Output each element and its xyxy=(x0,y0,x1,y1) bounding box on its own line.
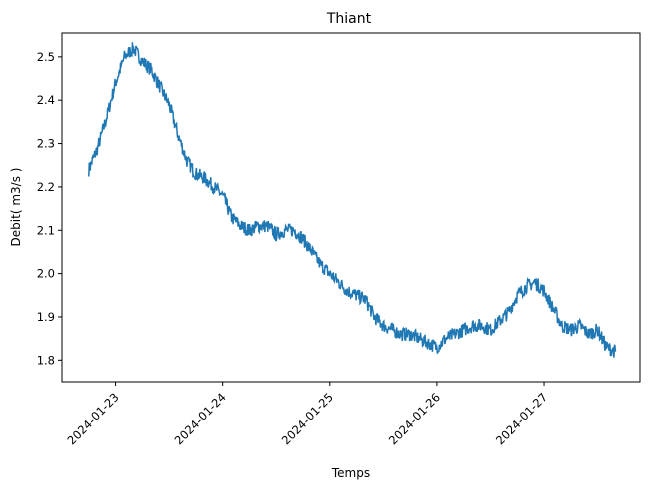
y-tick-label: 2.3 xyxy=(37,137,55,151)
chart-title: Thiant xyxy=(326,11,372,27)
x-tick-label: 2024-01-26 xyxy=(386,390,443,447)
y-tick-label: 1.9 xyxy=(37,310,55,324)
y-tick-label: 2.2 xyxy=(37,180,55,194)
x-axis-ticks: 2024-01-23 2024-01-24 2024-01-25 2024-01-26… xyxy=(65,382,550,447)
x-tick-label: 2024-01-24 xyxy=(172,390,229,447)
x-tick-label: 2024-01-23 xyxy=(65,390,122,447)
plot-frame xyxy=(61,32,641,383)
x-axis-label: Temps xyxy=(331,466,370,480)
y-tick-label: 2.1 xyxy=(37,223,55,237)
y-axis-label: Debit( m3/s ) xyxy=(9,168,23,247)
plot-area xyxy=(61,32,641,383)
y-tick-label: 2.5 xyxy=(37,50,55,64)
y-tick-label: 2.4 xyxy=(37,93,55,107)
y-axis-ticks: 1.8 1.9 2.0 2.1 2.2 2.3 2.4 2.5 xyxy=(37,50,62,367)
x-tick-label: 2024-01-25 xyxy=(279,390,336,447)
y-tick-label: 1.8 xyxy=(37,353,55,367)
x-tick-label: 2024-01-27 xyxy=(493,390,550,447)
y-tick-label: 2.0 xyxy=(37,267,55,281)
series-line xyxy=(88,42,617,358)
